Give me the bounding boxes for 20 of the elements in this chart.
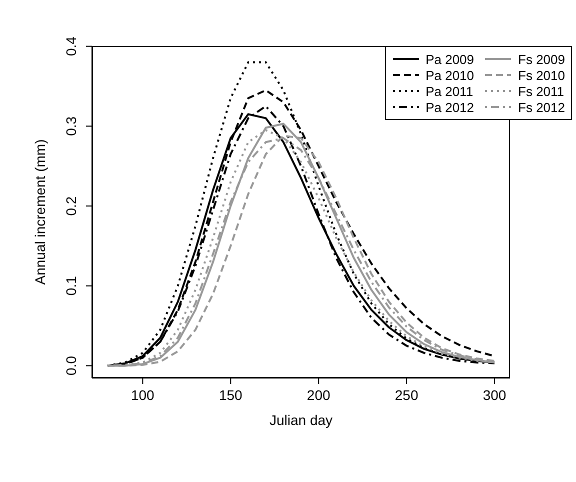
- legend-label: Pa 2012: [426, 100, 474, 114]
- y-tick-label: 0.1: [63, 276, 79, 296]
- y-tick-label: 0.0: [63, 356, 79, 376]
- legend-label: Pa 2010: [426, 68, 474, 82]
- legend-label: Pa 2009: [426, 52, 474, 66]
- y-tick-label: 0.3: [63, 116, 79, 136]
- x-tick-label: 250: [394, 387, 418, 403]
- y-tick-label: 0.4: [63, 36, 79, 56]
- y-tick-label: 0.2: [63, 196, 79, 216]
- x-tick-label: 100: [130, 387, 155, 403]
- legend-label: Fs 2011: [518, 84, 564, 98]
- x-tick-label: 150: [218, 387, 243, 403]
- x-axis-title: Julian day: [268, 412, 334, 428]
- x-tick-label: 200: [306, 387, 330, 403]
- y-axis-title: Annual increment (mm): [32, 139, 48, 285]
- legend-label: Fs 2010: [518, 68, 565, 82]
- legend-label: Fs 2009: [518, 52, 565, 66]
- legend-label: Pa 2011: [426, 84, 474, 98]
- legend-label: Fs 2012: [518, 100, 565, 114]
- x-tick-label: 300: [482, 387, 506, 403]
